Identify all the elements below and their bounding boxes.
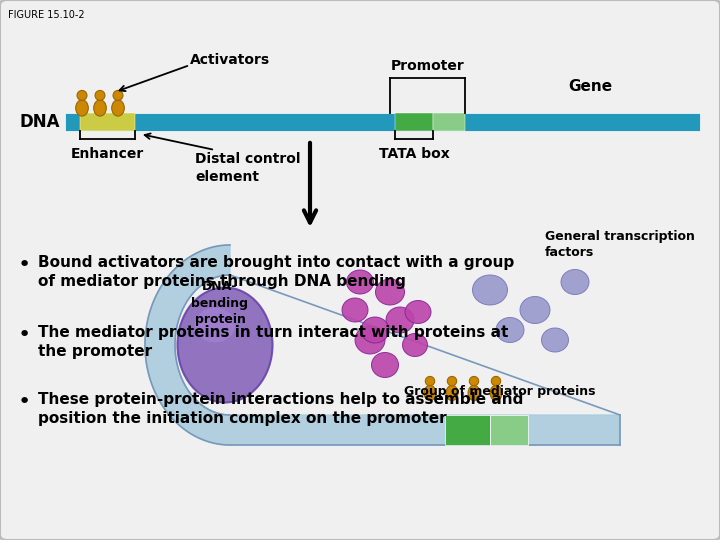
Text: FIGURE 15.10-2: FIGURE 15.10-2 xyxy=(8,10,85,20)
Ellipse shape xyxy=(447,376,456,386)
Ellipse shape xyxy=(76,100,89,116)
Ellipse shape xyxy=(446,386,458,401)
Text: •: • xyxy=(18,392,31,412)
Ellipse shape xyxy=(490,386,502,401)
Ellipse shape xyxy=(361,317,389,343)
Ellipse shape xyxy=(491,376,500,386)
Bar xyxy=(65,113,700,131)
Ellipse shape xyxy=(424,386,436,401)
Ellipse shape xyxy=(355,326,385,354)
Ellipse shape xyxy=(95,90,105,100)
Text: Gene: Gene xyxy=(568,79,612,94)
Ellipse shape xyxy=(94,100,107,116)
Ellipse shape xyxy=(405,300,431,323)
Text: Promoter: Promoter xyxy=(391,59,464,73)
Ellipse shape xyxy=(113,90,123,100)
Bar xyxy=(433,113,465,131)
Ellipse shape xyxy=(376,279,405,305)
Ellipse shape xyxy=(178,287,272,402)
Ellipse shape xyxy=(496,318,524,342)
Ellipse shape xyxy=(346,270,374,294)
Ellipse shape xyxy=(469,376,479,386)
Ellipse shape xyxy=(520,296,550,323)
Ellipse shape xyxy=(372,353,398,377)
Ellipse shape xyxy=(541,328,569,352)
Ellipse shape xyxy=(342,298,368,322)
Bar xyxy=(395,113,433,131)
Text: General transcription
factors: General transcription factors xyxy=(545,230,695,259)
Text: These protein-protein interactions help to assemble and
position the initiation : These protein-protein interactions help … xyxy=(38,392,523,426)
Polygon shape xyxy=(145,245,620,445)
Text: Group of mediator proteins: Group of mediator proteins xyxy=(404,385,595,398)
Bar xyxy=(445,415,490,445)
Text: Bound activators are brought into contact with a group
of mediator proteins thro: Bound activators are brought into contac… xyxy=(38,255,514,289)
Ellipse shape xyxy=(426,376,435,386)
Ellipse shape xyxy=(195,307,235,342)
Text: DNA: DNA xyxy=(19,113,60,131)
Text: TATA box: TATA box xyxy=(379,147,449,161)
Ellipse shape xyxy=(77,90,87,100)
Text: DNA-
bending
protein: DNA- bending protein xyxy=(192,280,248,326)
Text: Distal control
element: Distal control element xyxy=(195,152,300,184)
Ellipse shape xyxy=(386,307,414,333)
Text: Enhancer: Enhancer xyxy=(71,147,144,161)
Text: The mediator proteins in turn interact with proteins at
the promoter: The mediator proteins in turn interact w… xyxy=(38,325,508,359)
Ellipse shape xyxy=(561,269,589,294)
Ellipse shape xyxy=(472,275,508,305)
Text: •: • xyxy=(18,325,31,345)
Ellipse shape xyxy=(402,334,428,356)
Text: •: • xyxy=(18,255,31,275)
Ellipse shape xyxy=(112,100,125,116)
Bar xyxy=(80,113,135,131)
Text: Activators: Activators xyxy=(190,53,270,67)
Ellipse shape xyxy=(468,386,480,401)
Bar xyxy=(490,415,528,445)
